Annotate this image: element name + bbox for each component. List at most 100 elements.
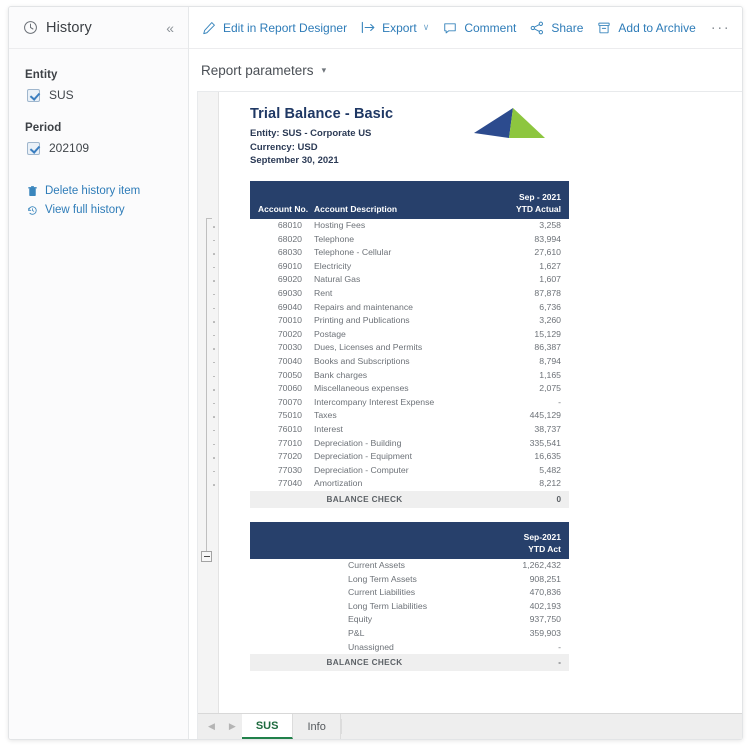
table-row[interactable]: P&L 359,903 (250, 627, 569, 641)
sheet-tab-info[interactable]: Info (293, 714, 341, 739)
cell-value: 1,262,432 (522, 559, 561, 570)
table-row[interactable]: 69030 Rent 87,878 (250, 287, 569, 301)
outline-dot (212, 234, 216, 248)
table-row[interactable]: 75010 Taxes 445,129 (250, 409, 569, 423)
link-label: Delete history item (45, 185, 141, 197)
share-button[interactable]: Share (529, 21, 583, 35)
cell-value: 15,129 (534, 328, 561, 339)
table-header-row: Account No. Account Description Sep - 20… (250, 181, 569, 220)
trash-icon (26, 185, 39, 197)
cell-account-no: 70020 (277, 328, 302, 339)
balance-check-label: BALANCE CHECK (250, 654, 479, 672)
outline-row-markers (212, 220, 216, 492)
cell-description: Current Liabilities (348, 587, 416, 598)
cell-account-no: 70060 (277, 383, 302, 394)
table-row[interactable]: 77010 Depreciation - Building 335,541 (250, 437, 569, 451)
sheet-tab-next-icon[interactable]: ▶ (228, 721, 236, 731)
cell-description: Hosting Fees (314, 220, 366, 231)
table-row[interactable]: 76010 Interest 38,737 (250, 423, 569, 437)
chevron-down-icon[interactable]: ∨ (422, 22, 430, 32)
table-row[interactable]: 77040 Amortization 8,212 (250, 477, 569, 491)
table-row[interactable]: Long Term Liabilities 402,193 (250, 600, 569, 614)
report-title: Trial Balance - Basic (250, 106, 394, 122)
cell-account-no: 68030 (277, 247, 302, 258)
cell-description: Telephone - Cellular (314, 247, 392, 258)
outline-dot (212, 247, 216, 261)
table-row[interactable]: Current Liabilities 470,836 (250, 586, 569, 600)
delete-history-item-link[interactable]: Delete history item (26, 185, 174, 197)
table-row[interactable]: 70020 Postage 15,129 (250, 328, 569, 342)
cell-value: 8,212 (539, 478, 561, 489)
cell-value: 1,165 (539, 369, 561, 380)
sidebar-collapse-icon[interactable]: « (166, 19, 174, 36)
history-sidebar: History « Entity SUS Period 202109 (9, 7, 189, 739)
cell-account-no: 69010 (277, 260, 302, 271)
edit-in-report-designer-button[interactable]: Edit in Report Designer (201, 21, 347, 35)
export-arrow-icon (360, 21, 376, 34)
filter-group-label-entity: Entity (25, 69, 58, 81)
table-row[interactable]: 69040 Repairs and maintenance 6,736 (250, 301, 569, 315)
table-row[interactable]: 77020 Depreciation - Equipment 16,635 (250, 450, 569, 464)
toolbar-label: Export (382, 20, 417, 35)
cell-description: Repairs and maintenance (314, 301, 414, 312)
cell-description: Printing and Publications (314, 315, 410, 326)
share-nodes-icon (529, 21, 545, 35)
filter-checkbox-period-202109[interactable]: 202109 (27, 141, 174, 155)
cell-account-no: 69020 (277, 274, 302, 285)
report-subtitle-entity: Entity: SUS - Corporate US (250, 128, 372, 139)
cell-blank (250, 600, 312, 614)
main-panel: Edit in Report Designer Export ∨ (189, 7, 742, 739)
table-row[interactable]: 69010 Electricity 1,627 (250, 260, 569, 274)
table-row[interactable]: 77030 Depreciation - Computer 5,482 (250, 464, 569, 478)
table-row[interactable]: Equity 937,750 (250, 613, 569, 627)
table-row[interactable]: 70060 Miscellaneous expenses 2,075 (250, 382, 569, 396)
cell-description: Interest (314, 424, 343, 435)
outline-dot (212, 397, 216, 411)
trial-balance-table-body: 68010 Hosting Fees 3,258 68020 Telephone 83,… (250, 219, 569, 522)
summary-col-header-blank (250, 521, 312, 559)
table-row[interactable]: 68030 Telephone - Cellular 27,610 (250, 246, 569, 260)
cell-description: Natural Gas (314, 274, 361, 285)
table-row[interactable]: 70040 Books and Subscriptions 8,794 (250, 355, 569, 369)
table-row[interactable]: Current Assets 1,262,432 (250, 559, 569, 573)
add-to-archive-button[interactable]: Add to Archive (596, 21, 696, 35)
sidebar-body: Entity SUS Period 202109 (9, 49, 188, 216)
outline-collapse-button[interactable] (201, 551, 212, 562)
view-full-history-link[interactable]: View full history (26, 204, 174, 216)
cell-value: 83,994 (534, 233, 561, 244)
table-row[interactable]: Unassigned - (250, 641, 569, 655)
sheet-tab-prev-icon[interactable]: ◀ (208, 721, 215, 731)
sheet-tab-nav: ◀ ▶ (198, 714, 242, 739)
summary-table-body: Current Assets 1,262,432 Long Term Assets… (250, 559, 569, 672)
more-options-icon[interactable]: ··· (710, 19, 731, 36)
cell-blank (250, 573, 312, 587)
cell-description: Taxes (314, 410, 337, 421)
outline-dot (212, 274, 216, 288)
checkbox-icon[interactable] (27, 141, 40, 155)
report-parameters-toggle[interactable]: Report parameters ▾ (189, 49, 742, 91)
cell-account-no: 70010 (277, 315, 302, 326)
checkbox-icon[interactable] (27, 88, 40, 102)
outline-dot (212, 465, 216, 479)
table-row[interactable]: 69020 Natural Gas 1,607 (250, 273, 569, 287)
cell-value: 335,541 (529, 437, 561, 448)
table-row[interactable]: 70050 Bank charges 1,165 (250, 369, 569, 383)
filter-checkbox-entity-sus[interactable]: SUS (27, 88, 174, 102)
cell-description: Depreciation - Computer (314, 464, 409, 475)
table-row[interactable]: 70030 Dues, Licenses and Permits 86,387 (250, 341, 569, 355)
outline-gutter (198, 92, 219, 713)
table-row[interactable]: 68020 Telephone 83,994 (250, 233, 569, 247)
comment-button[interactable]: Comment (442, 21, 516, 35)
table-row[interactable]: 70070 Intercompany Interest Expense - (250, 396, 569, 410)
table-row[interactable]: Long Term Assets 908,251 (250, 573, 569, 587)
table-row[interactable]: 68010 Hosting Fees 3,258 (250, 219, 569, 233)
balance-check-row: BALANCE CHECK 0 (250, 490, 569, 508)
report-subtitle-date: September 30, 2021 (250, 155, 339, 167)
outline-dot (212, 383, 216, 397)
chevron-down-icon[interactable]: ▾ (321, 64, 327, 75)
table-row[interactable]: 70010 Printing and Publications 3,260 (250, 314, 569, 328)
sheet-tab-bar: ◀ ▶ SUS Info (198, 713, 742, 739)
link-label: View full history (45, 204, 125, 216)
export-button[interactable]: Export ∨ (360, 21, 429, 35)
sheet-tab-sus[interactable]: SUS (241, 714, 294, 739)
